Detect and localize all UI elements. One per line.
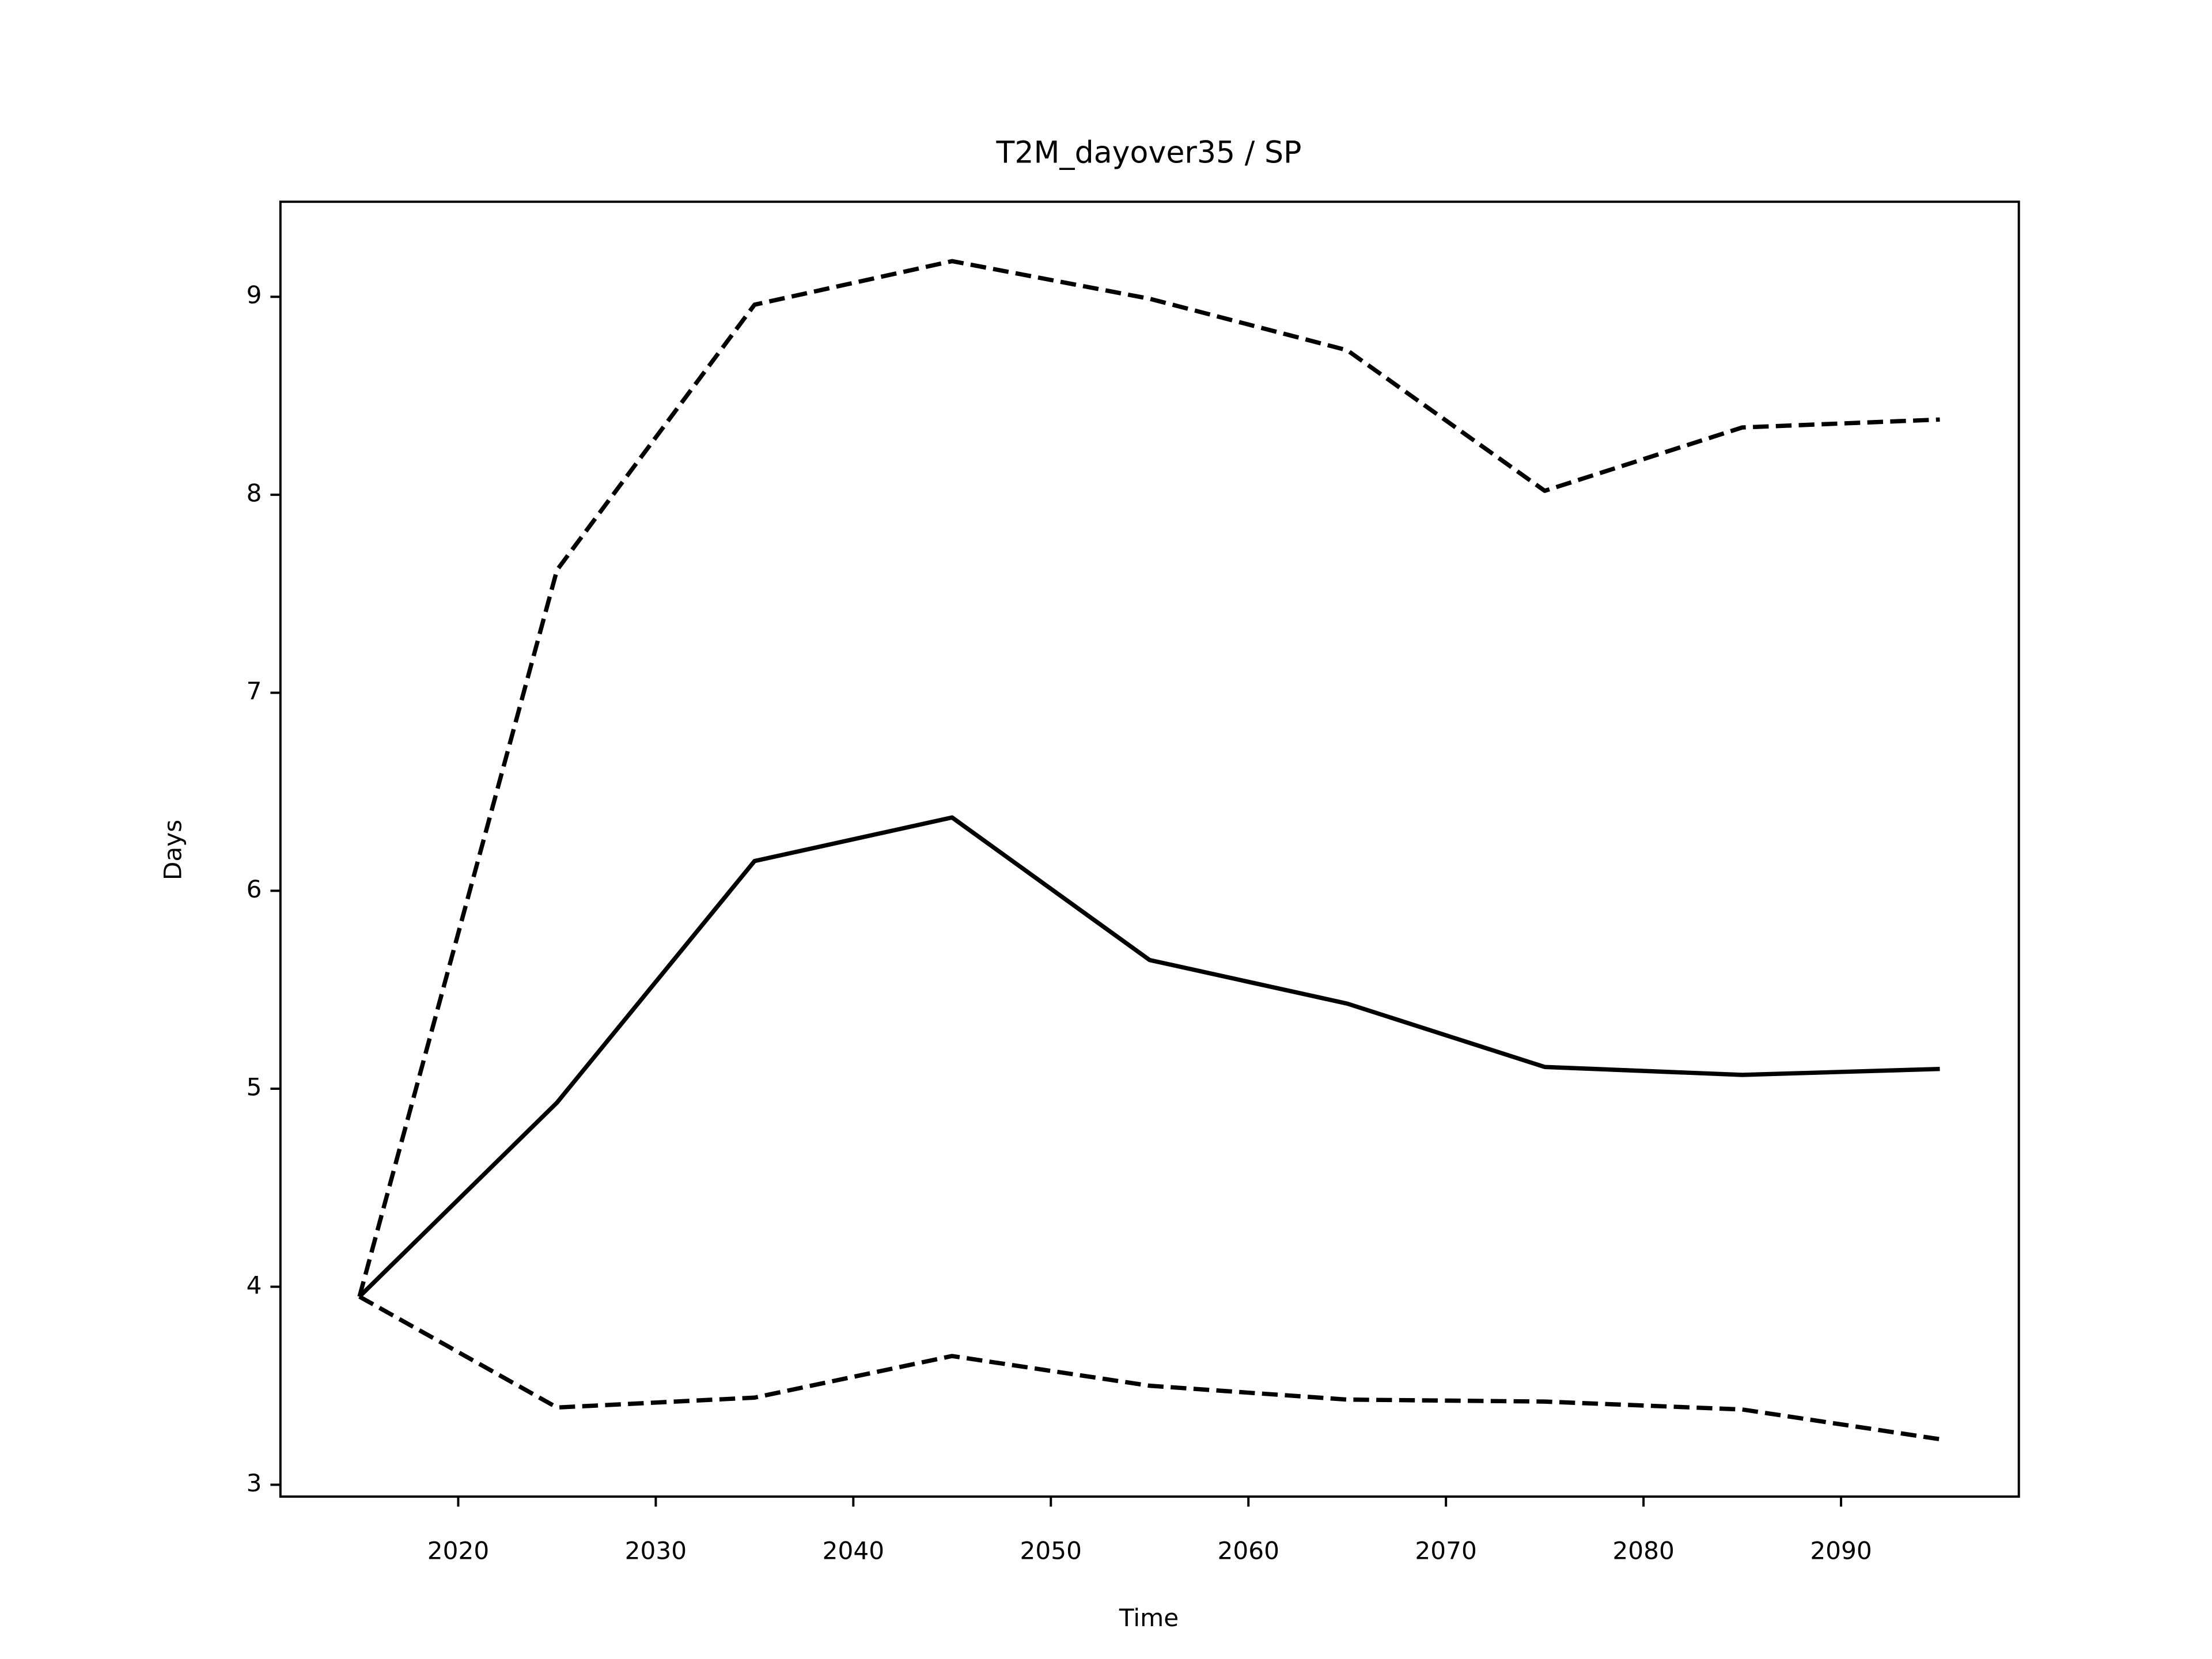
x-axis-label: Time [1119, 1604, 1179, 1632]
x-tick-label: 2090 [1810, 1536, 1872, 1565]
y-tick-label: 6 [247, 875, 262, 903]
y-tick-label: 3 [247, 1469, 262, 1497]
y-tick-label: 5 [247, 1073, 262, 1101]
y-tick-label: 8 [247, 479, 262, 507]
x-tick-label: 2050 [1020, 1536, 1082, 1565]
x-tick-label: 2040 [823, 1536, 884, 1565]
y-axis-label: Days [159, 820, 187, 880]
dashed-line [358, 1294, 1941, 1442]
dashed-line [357, 259, 1940, 1297]
x-tick-label: 2030 [625, 1536, 687, 1565]
x-tick-label: 2070 [1415, 1536, 1476, 1565]
y-tick-label: 4 [247, 1271, 262, 1299]
y-tick-label: 9 [247, 281, 262, 309]
chart-title: T2M_dayover35 / SP [995, 135, 1301, 170]
x-tick-label: 2060 [1217, 1536, 1279, 1565]
x-tick-label: 2020 [427, 1536, 489, 1565]
y-tick-label: 7 [247, 677, 262, 705]
plot-frame [279, 200, 2020, 1498]
x-tick-label: 2080 [1612, 1536, 1674, 1565]
line [358, 815, 1940, 1298]
